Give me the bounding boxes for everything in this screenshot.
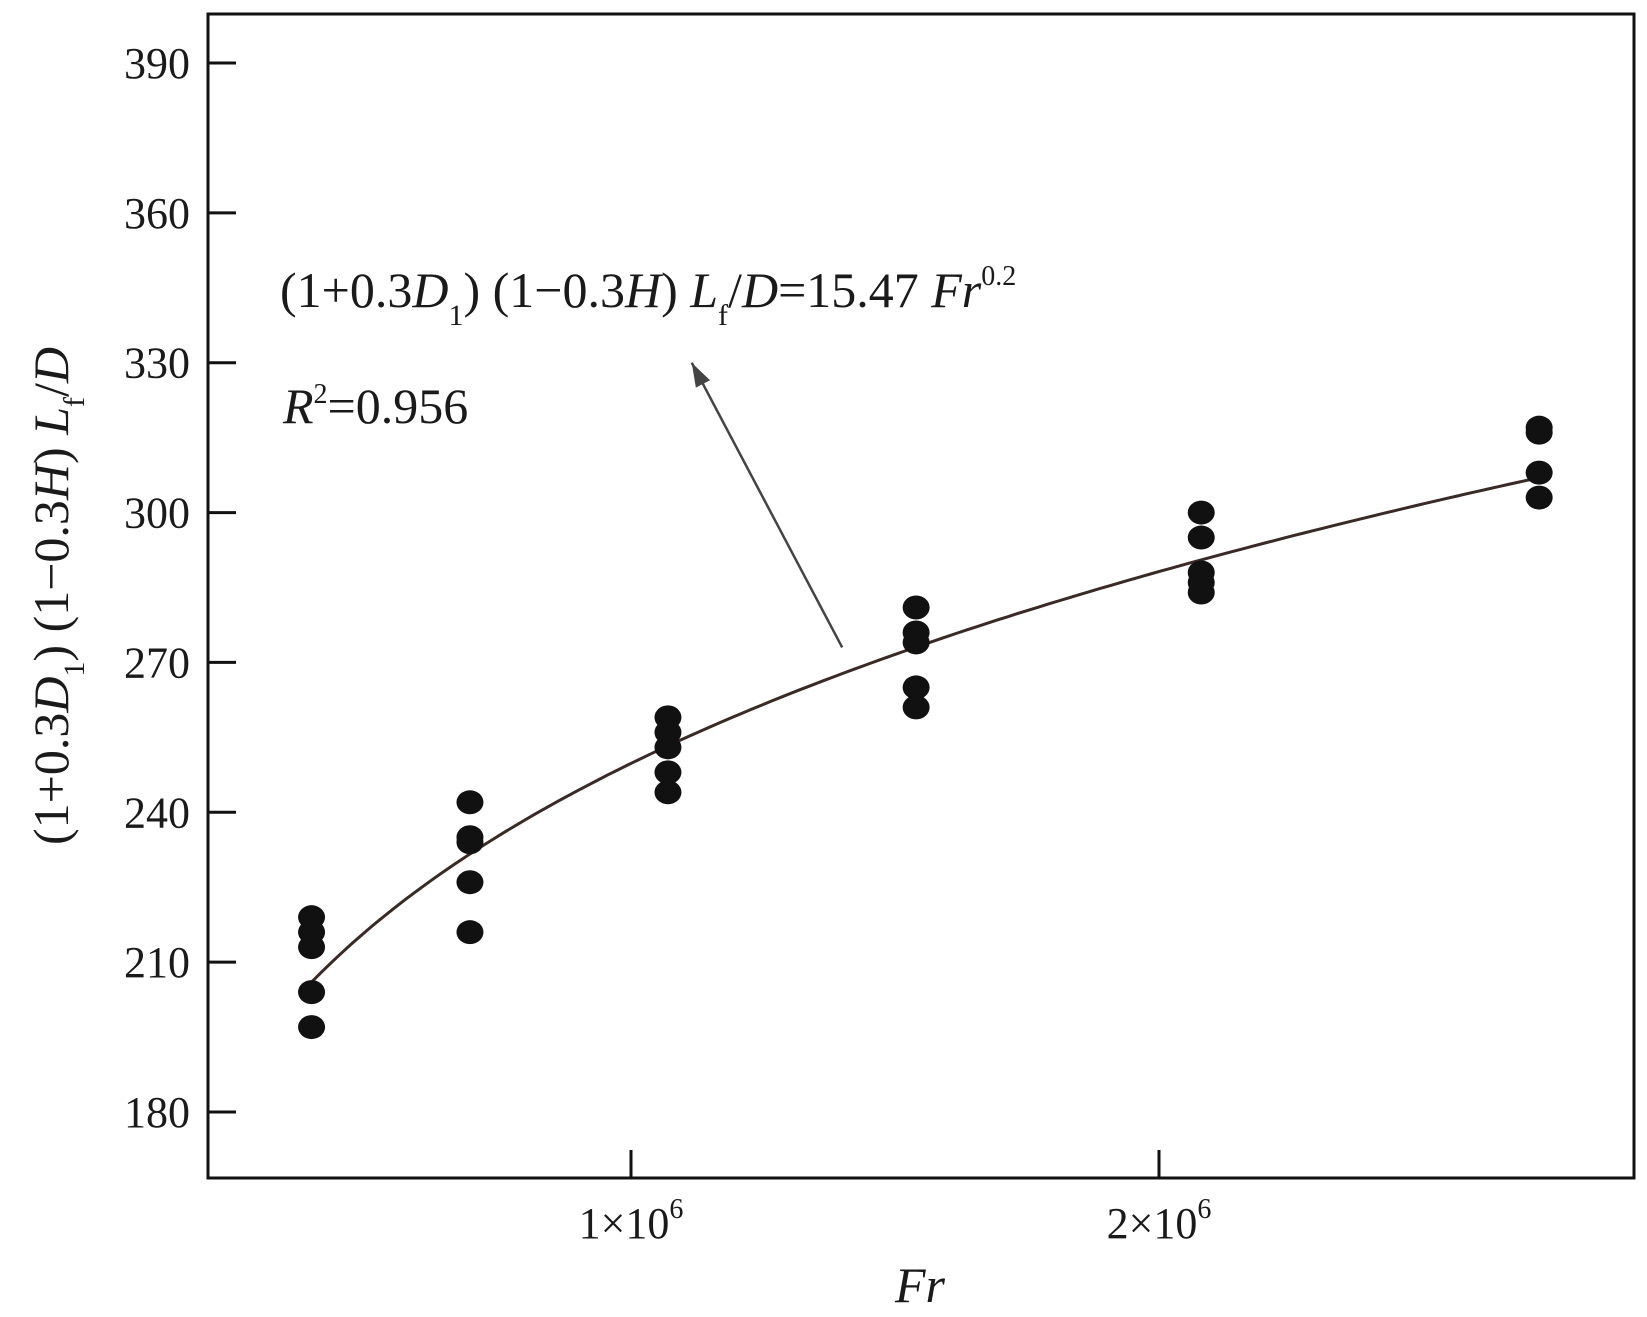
data-point <box>456 870 484 895</box>
x-axis-title: Fr <box>894 1257 946 1313</box>
arrow-shaft <box>690 362 844 649</box>
r-squared-annotation: R2=0.956 <box>282 378 468 434</box>
y-tick-label: 300 <box>124 489 190 538</box>
data-point <box>298 935 326 960</box>
y-tick-label: 270 <box>124 638 190 687</box>
data-points <box>298 415 1553 1040</box>
data-point <box>902 630 930 655</box>
data-point <box>298 1015 326 1040</box>
y-axis: 180 210 240 270 300 330 360 390 <box>124 39 236 1137</box>
data-point <box>654 780 682 805</box>
fit-curve <box>310 476 1540 984</box>
data-point <box>1525 420 1553 445</box>
data-point <box>902 595 930 620</box>
y-axis-title: (1+0.3D1) (1−0.3H) Lf/D <box>23 347 91 845</box>
y-tick-label: 210 <box>124 938 190 987</box>
data-point <box>902 675 930 700</box>
data-point <box>654 760 682 785</box>
data-point <box>654 735 682 760</box>
x-tick-label: 1×106 <box>579 1194 684 1248</box>
plot-frame <box>206 12 1636 1180</box>
data-point <box>456 920 484 945</box>
x-axis: 1×106 2×106 <box>579 1150 1212 1248</box>
data-point <box>1187 580 1215 605</box>
y-tick-label: 390 <box>124 39 190 88</box>
y-tick-label: 330 <box>124 339 190 388</box>
data-point <box>1525 485 1553 510</box>
data-point <box>1187 500 1215 525</box>
data-point <box>298 980 326 1005</box>
data-point <box>1187 525 1215 550</box>
data-point <box>1525 460 1553 485</box>
equation-annotation: (1+0.3D1) (1−0.3H) Lf/D=15.47 Fr0.2 <box>280 261 1016 332</box>
x-tick-label: 2×106 <box>1107 1194 1212 1248</box>
y-tick-label: 180 <box>124 1088 190 1137</box>
data-point <box>456 830 484 855</box>
data-point <box>902 695 930 720</box>
arrow-head <box>691 362 711 388</box>
data-point <box>456 790 484 815</box>
y-tick-label: 360 <box>124 189 190 238</box>
y-tick-label: 240 <box>124 788 190 837</box>
annotation-arrow <box>690 362 844 649</box>
